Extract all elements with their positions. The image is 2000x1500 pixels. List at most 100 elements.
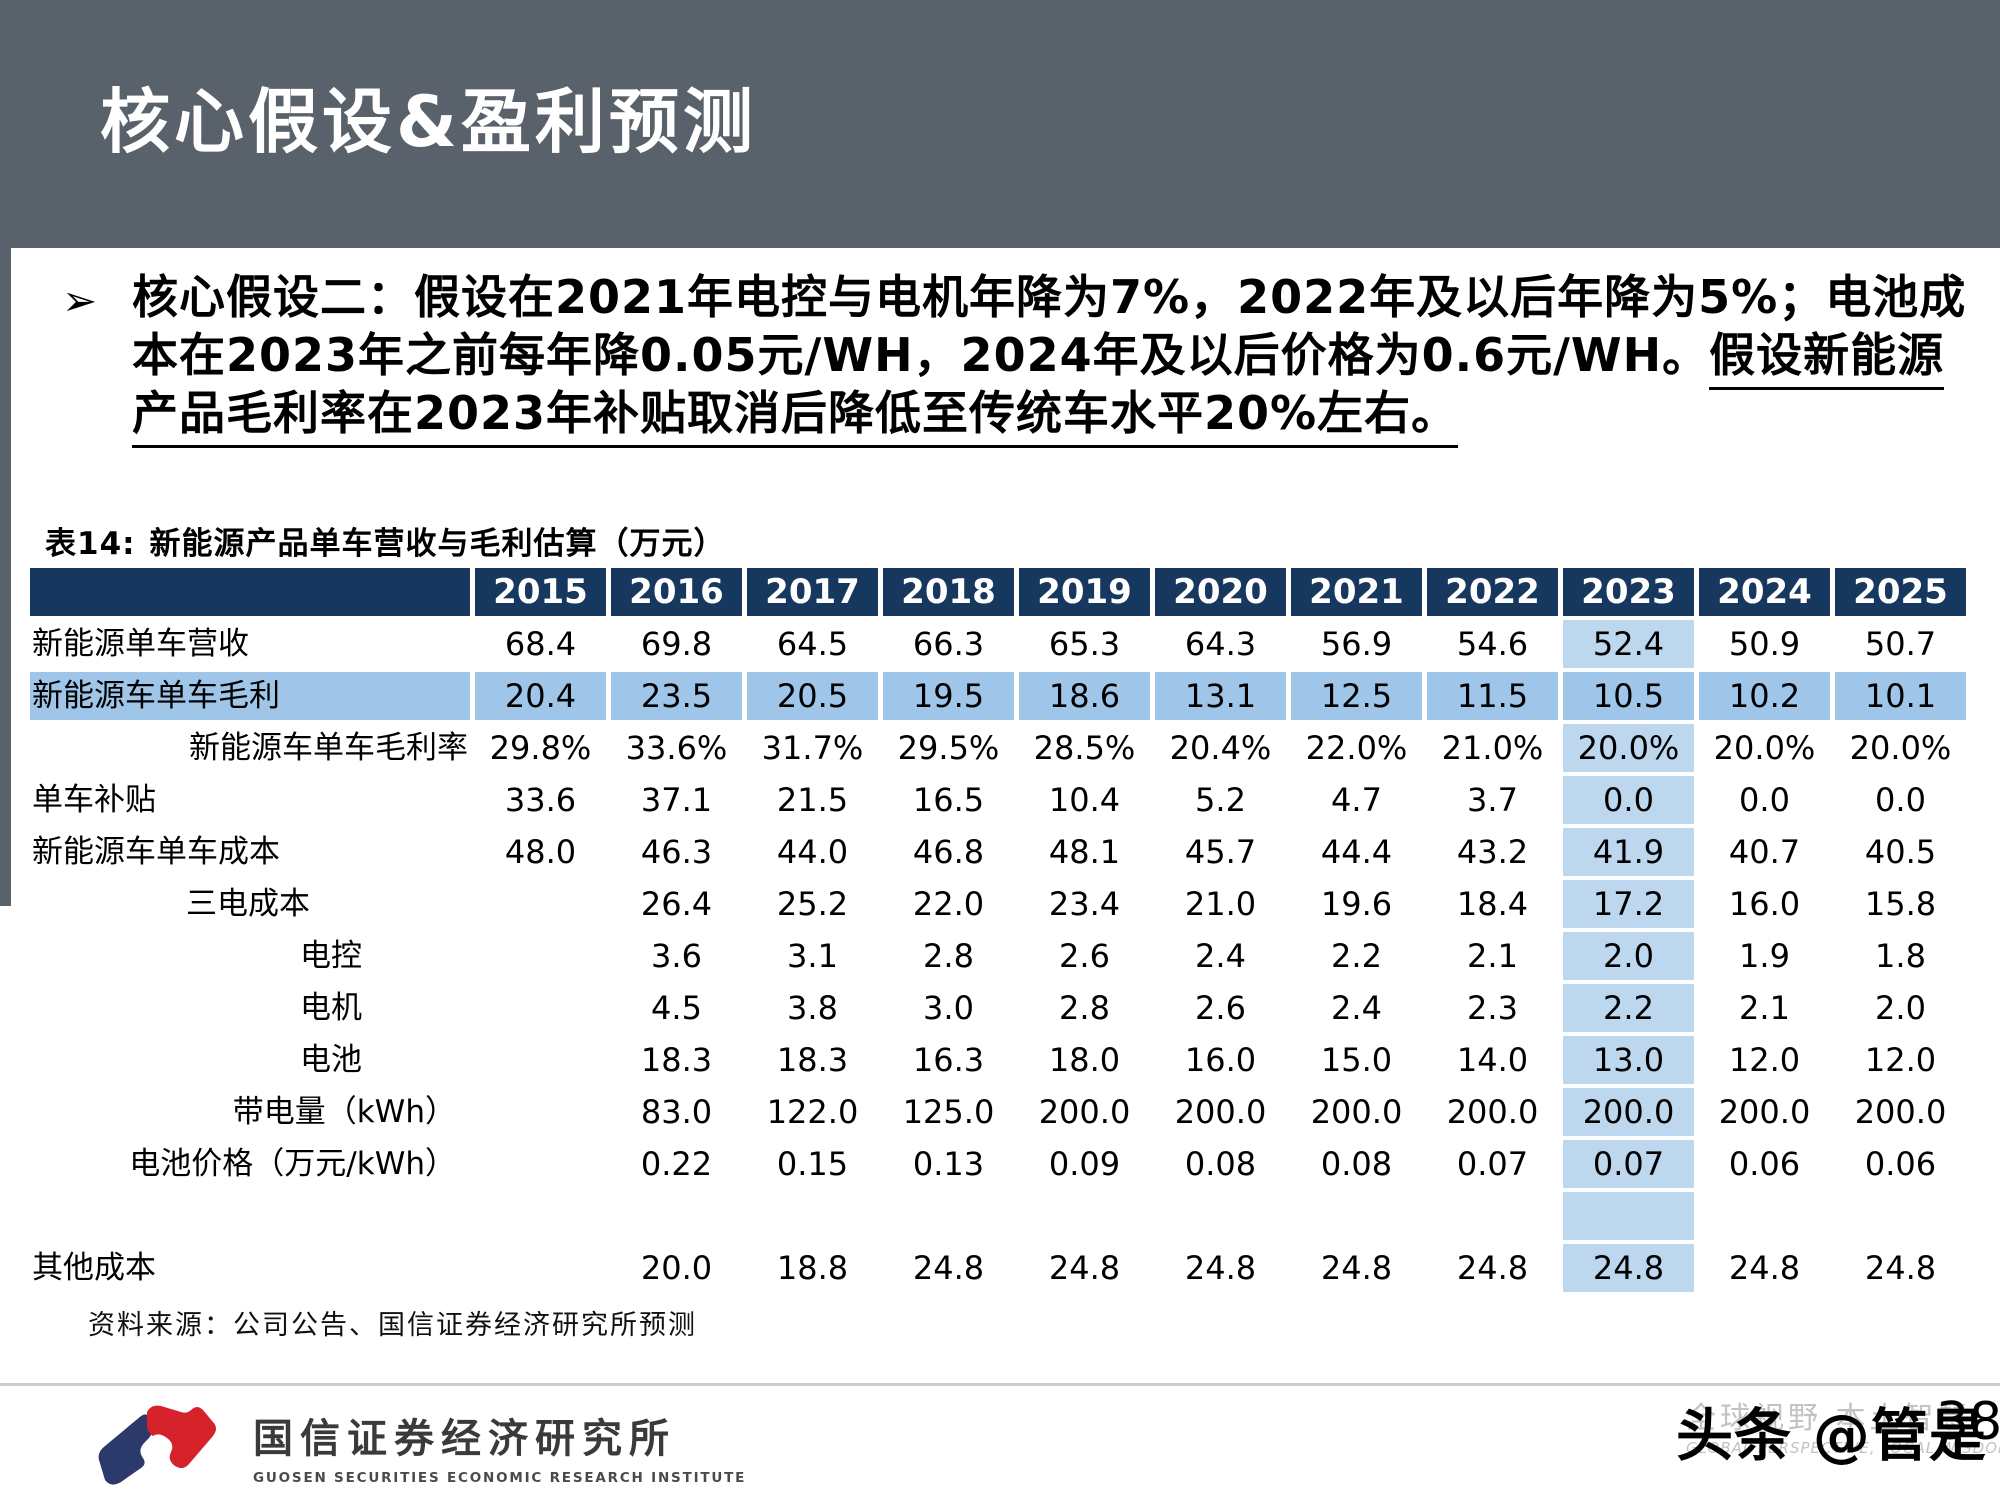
header-band bbox=[0, 0, 2000, 248]
table-cell: 22.0% bbox=[1305, 729, 1408, 767]
table-cell: 0.15 bbox=[776, 1145, 849, 1183]
table-cell: 48.0 bbox=[504, 833, 577, 871]
table-cell: 20.0% bbox=[1713, 729, 1816, 767]
table-cell: 56.9 bbox=[1320, 625, 1393, 663]
table-cell: 13.0 bbox=[1563, 1036, 1694, 1084]
table-cell bbox=[1427, 1192, 1558, 1240]
table-cell: 29.5% bbox=[897, 729, 1000, 767]
row-label: 电池价格（万元/kWh） bbox=[129, 1146, 456, 1182]
table-cell: 18.3 bbox=[640, 1041, 713, 1079]
table-cell: 200.0 bbox=[1446, 1093, 1539, 1131]
table-cell: 40.7 bbox=[1728, 833, 1801, 871]
bullet-arrow-icon: ➢ bbox=[62, 276, 98, 325]
table-cell bbox=[1019, 1192, 1150, 1240]
key-assumption-paragraph: ➢ 核心假设二：假设在2021年电控与电机年降为7%，2022年及以后年降为5%… bbox=[62, 268, 1972, 448]
forecast-table: 2015 2016 2017 2018 2019 2020 2021 2022 2023 2024… bbox=[30, 568, 1966, 1292]
table-cell: 20.4% bbox=[1169, 729, 1272, 767]
table-cell bbox=[1291, 1192, 1422, 1240]
table-cell: 24.8 bbox=[912, 1249, 985, 1287]
table-cell: 10.2 bbox=[1699, 672, 1830, 720]
table-cell: 0.0 bbox=[1875, 781, 1926, 819]
table-cell: 0.08 bbox=[1320, 1145, 1393, 1183]
table-cell: 12.5 bbox=[1291, 672, 1422, 720]
table-cell: 21.0% bbox=[1441, 729, 1544, 767]
table-cell: 24.8 bbox=[1320, 1249, 1393, 1287]
table-cell: 0.06 bbox=[1864, 1145, 1937, 1183]
table-cell: 0.07 bbox=[1456, 1145, 1529, 1183]
table-cell: 68.4 bbox=[504, 625, 577, 663]
table-cell: 3.6 bbox=[651, 937, 702, 975]
table-cell: 33.6% bbox=[625, 729, 728, 767]
table-cell: 31.7% bbox=[761, 729, 864, 767]
table-cell: 2.3 bbox=[1467, 989, 1518, 1027]
table-cell: 64.3 bbox=[1184, 625, 1257, 663]
table-cell: 11.5 bbox=[1427, 672, 1558, 720]
table-cell: 2.4 bbox=[1195, 937, 1246, 975]
table-cell: 200.0 bbox=[1854, 1093, 1947, 1131]
table-cell: 50.9 bbox=[1728, 625, 1801, 663]
page-title: 核心假设&盈利预测 bbox=[100, 81, 758, 163]
year-column-header: 2020 bbox=[1155, 568, 1286, 616]
table-cell: 52.4 bbox=[1563, 620, 1694, 668]
table-cell: 18.4 bbox=[1456, 885, 1529, 923]
row-label: 电池 bbox=[300, 1042, 362, 1078]
table-cell: 125.0 bbox=[902, 1093, 995, 1131]
year-column-header: 2015 bbox=[475, 568, 606, 616]
table-cell: 13.1 bbox=[1155, 672, 1286, 720]
table-cell: 43.2 bbox=[1456, 833, 1529, 871]
table-cell bbox=[475, 932, 606, 980]
table-cell: 20.0% bbox=[1563, 724, 1694, 772]
table-cell: 37.1 bbox=[640, 781, 713, 819]
year-column-header: 2016 bbox=[611, 568, 742, 616]
year-column-header: 2023 bbox=[1563, 568, 1694, 616]
table-cell: 28.5% bbox=[1033, 729, 1136, 767]
row-label: 单车补贴 bbox=[32, 782, 156, 818]
assumption-line2-normal: 本在2023年之前每年降0.05元/WH，2024年及以后价格为0.6元/WH。 bbox=[132, 328, 1710, 382]
table-cell: 3.8 bbox=[787, 989, 838, 1027]
table-cell: 66.3 bbox=[912, 625, 985, 663]
table-cell: 10.4 bbox=[1048, 781, 1121, 819]
table-cell bbox=[883, 1192, 1014, 1240]
table-cell bbox=[1699, 1192, 1830, 1240]
table-cell: 14.0 bbox=[1456, 1041, 1529, 1079]
row-label: 带电量（kWh） bbox=[232, 1094, 456, 1130]
table-cell: 2.8 bbox=[1059, 989, 1110, 1027]
year-column-header: 2022 bbox=[1427, 568, 1558, 616]
assumption-line1: 核心假设二：假设在2021年电控与电机年降为7%，2022年及以后年降为5%；电… bbox=[132, 270, 1967, 324]
table-cell: 48.1 bbox=[1048, 833, 1121, 871]
table-cell: 20.5 bbox=[747, 672, 878, 720]
table-cell: 200.0 bbox=[1310, 1093, 1403, 1131]
table-cell: 21.5 bbox=[776, 781, 849, 819]
table-cell bbox=[475, 984, 606, 1032]
row-label: 新能源单车营收 bbox=[32, 626, 249, 662]
table-cell: 64.5 bbox=[776, 625, 849, 663]
table-cell bbox=[475, 880, 606, 928]
table-cell: 0.08 bbox=[1184, 1145, 1257, 1183]
row-label: 新能源车单车成本 bbox=[32, 834, 280, 870]
table-caption-text: 新能源产品单车营收与毛利估算（万元） bbox=[149, 526, 726, 562]
table-cell: 44.4 bbox=[1320, 833, 1393, 871]
year-column-header: 2025 bbox=[1835, 568, 1966, 616]
table-cell: 5.2 bbox=[1195, 781, 1246, 819]
table-cell: 15.0 bbox=[1320, 1041, 1393, 1079]
year-column-header: 2021 bbox=[1291, 568, 1422, 616]
guosen-logo-cn: 国信证券经济研究所 bbox=[253, 1416, 676, 1462]
page-number: 38 bbox=[1936, 1392, 2000, 1452]
year-column-header: 2018 bbox=[883, 568, 1014, 616]
table-cell: 18.8 bbox=[776, 1249, 849, 1287]
table-cell bbox=[1835, 1192, 1966, 1240]
table-cell: 65.3 bbox=[1048, 625, 1121, 663]
table-cell: 4.7 bbox=[1331, 781, 1382, 819]
table-cell: 2.1 bbox=[1739, 989, 1790, 1027]
table-cell: 12.0 bbox=[1864, 1041, 1937, 1079]
data-source-note: 资料来源：公司公告、国信证券经济研究所预测 bbox=[88, 1310, 697, 1341]
table-cell bbox=[475, 1140, 606, 1188]
table-cell: 46.8 bbox=[912, 833, 985, 871]
table-cell: 46.3 bbox=[640, 833, 713, 871]
table-cell: 0.22 bbox=[640, 1145, 713, 1183]
table-cell: 40.5 bbox=[1864, 833, 1937, 871]
table-cell: 24.8 bbox=[1864, 1249, 1937, 1287]
guosen-logo: 国信证券经济研究所 GUOSEN SECURITIES ECONOMIC RES… bbox=[85, 1398, 746, 1494]
table-cell: 44.0 bbox=[776, 833, 849, 871]
